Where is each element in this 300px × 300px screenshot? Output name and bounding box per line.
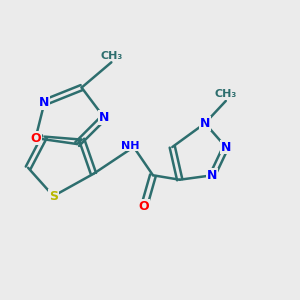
Text: N: N — [207, 169, 218, 182]
Text: N: N — [220, 140, 231, 154]
Text: O: O — [139, 200, 149, 213]
Text: N: N — [99, 111, 109, 124]
Text: S: S — [49, 190, 58, 202]
Text: N: N — [39, 96, 50, 109]
Text: CH₃: CH₃ — [100, 51, 122, 61]
Text: NH: NH — [122, 140, 140, 151]
Text: N: N — [200, 117, 210, 130]
Text: O: O — [30, 132, 41, 145]
Text: CH₃: CH₃ — [215, 89, 237, 100]
